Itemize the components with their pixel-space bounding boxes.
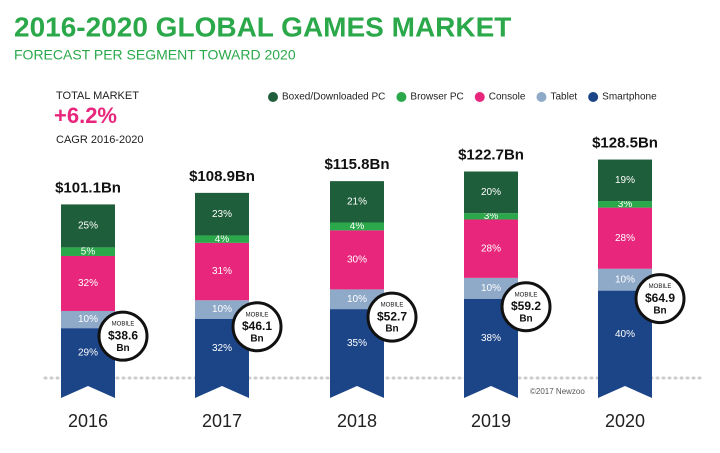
bar-segment (61, 204, 115, 248)
mobile-value: $64.9 (645, 291, 675, 305)
legend-label: Tablet (550, 92, 577, 103)
mobile-unit: Bn (519, 313, 532, 324)
legend-swatch (474, 92, 485, 102)
year-label: 2018 (337, 411, 377, 431)
segment-label: 10% (78, 314, 98, 325)
bar-segment (464, 171, 518, 214)
segment-label: 4% (350, 221, 365, 232)
mobile-unit: Bn (250, 333, 263, 344)
cagr-label: CAGR 2016-2020 (56, 134, 143, 146)
bar-tail (61, 378, 115, 398)
segment-label: 10% (615, 274, 635, 285)
segment-label: 5% (81, 246, 96, 257)
segment-label: 38% (481, 333, 501, 344)
segment-label: 23% (212, 209, 232, 220)
year-label: 2017 (202, 411, 242, 431)
legend-label: Smartphone (602, 92, 657, 103)
bar-segment (464, 219, 518, 278)
total-label: $101.1Bn (55, 179, 121, 196)
segment-label: 25% (78, 221, 98, 232)
credit: ©2017 Newzoo (530, 387, 585, 396)
mobile-bubble (500, 281, 552, 333)
segment-label: 30% (347, 255, 367, 266)
bar-segment (61, 247, 115, 256)
bar-tail (598, 378, 652, 398)
segment-label: 28% (481, 243, 501, 254)
legend-swatch (536, 92, 547, 102)
segment-label: 32% (78, 278, 98, 289)
segment-label: 10% (481, 283, 501, 294)
segment-label: 35% (347, 338, 367, 349)
bar-segment (598, 159, 652, 202)
mobile-unit: Bn (653, 305, 666, 316)
legend-label: Console (489, 92, 526, 103)
segment-label: 4% (215, 234, 230, 245)
bar-tail (195, 378, 249, 398)
mobile-value: $52.7 (377, 309, 407, 323)
mobile-bubble (634, 273, 686, 325)
mobile-bubble (97, 310, 149, 362)
bar-segment (330, 222, 384, 231)
mobile-value: $38.6 (108, 328, 138, 342)
segment-label: 29% (78, 348, 98, 359)
mobile-label: MOBILE (515, 292, 538, 298)
bar-segment (598, 201, 652, 208)
bar-segment (330, 230, 384, 290)
segment-label: 40% (615, 329, 635, 340)
bar-segment (598, 207, 652, 269)
segment-label: 3% (618, 199, 633, 210)
total-label: $122.7Bn (458, 146, 524, 163)
mobile-label: MOBILE (649, 284, 672, 290)
mobile-bubble (366, 291, 418, 343)
year-label: 2020 (605, 411, 645, 431)
year-label: 2016 (68, 411, 108, 431)
total-label: $108.9Bn (189, 168, 255, 185)
legend-label: Boxed/Downloaded PC (282, 92, 385, 103)
bar-tail (464, 378, 518, 398)
segment-label: 19% (615, 175, 635, 186)
total-market-label: TOTAL MARKET (56, 90, 139, 102)
legend-swatch (268, 92, 278, 102)
mobile-unit: Bn (116, 343, 129, 354)
bar-segment (195, 235, 249, 243)
bar-segment (61, 255, 115, 311)
bar-segment (195, 242, 249, 301)
segment-label: 21% (347, 196, 367, 207)
segment-label: 10% (212, 304, 232, 315)
chart-subtitle: FORECAST PER SEGMENT TOWARD 2020 (14, 47, 296, 63)
segment-label: 32% (212, 343, 232, 354)
mobile-bubble (231, 301, 283, 353)
legend-swatch (396, 92, 407, 102)
mobile-label: MOBILE (381, 303, 404, 309)
segment-label: 28% (615, 233, 635, 244)
bar-segment (330, 181, 384, 223)
bar-tail (330, 378, 384, 398)
mobile-label: MOBILE (112, 322, 135, 328)
chart-title: 2016-2020 GLOBAL GAMES MARKET (14, 11, 511, 42)
mobile-label: MOBILE (246, 312, 269, 318)
segment-label: 3% (484, 211, 499, 222)
mobile-value: $59.2 (511, 299, 541, 313)
total-label: $128.5Bn (592, 135, 658, 152)
segment-label: 31% (212, 266, 232, 277)
total-label: $115.8Bn (324, 156, 389, 173)
bar-segment (195, 192, 249, 236)
legend-label: Browser PC (410, 92, 463, 103)
legend-swatch (588, 92, 599, 102)
segment-label: 10% (347, 294, 367, 305)
cagr-value: +6.2% (54, 103, 117, 128)
bar-segment (464, 213, 518, 220)
year-label: 2019 (471, 411, 511, 431)
mobile-value: $46.1 (242, 319, 272, 333)
segment-label: 20% (481, 187, 501, 198)
mobile-unit: Bn (385, 324, 398, 335)
